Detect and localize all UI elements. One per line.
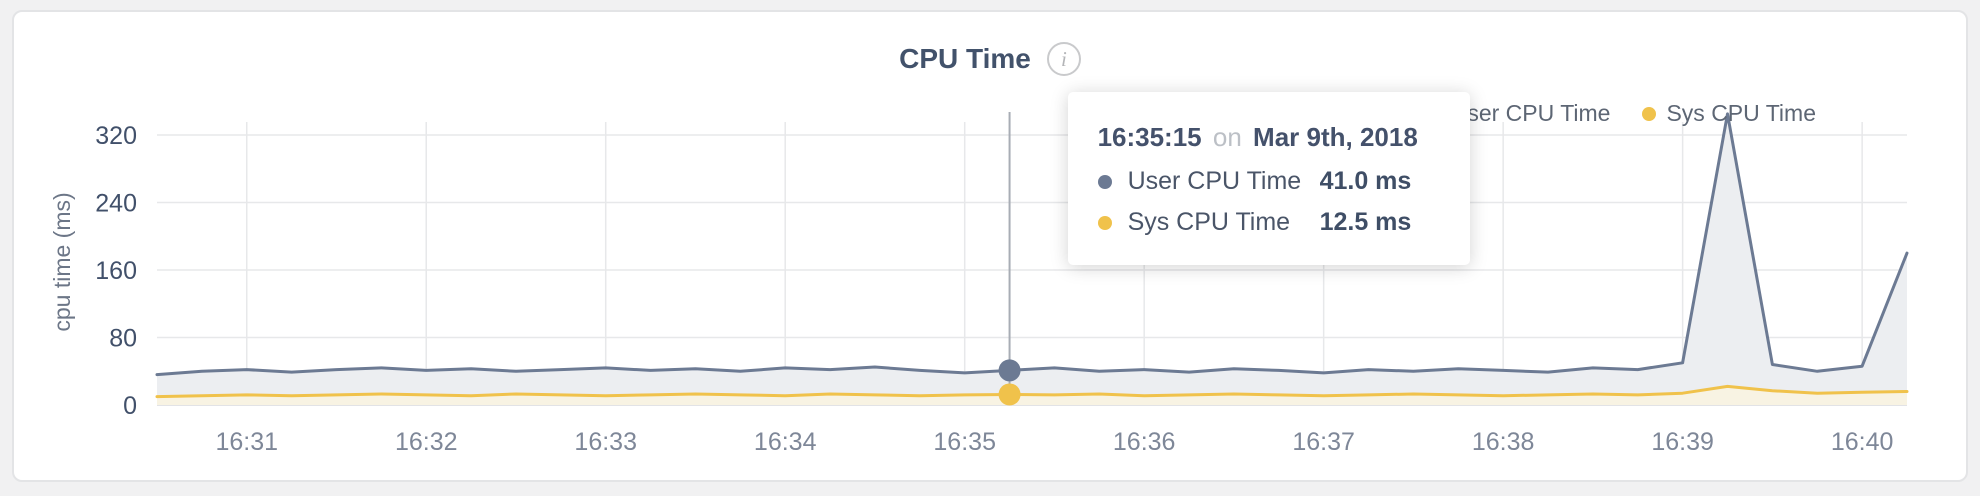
tooltip-dot-user-icon	[1097, 174, 1112, 189]
info-icon[interactable]: i	[1046, 42, 1081, 76]
chart-title: CPU Time	[899, 43, 1031, 74]
tooltip-row-sys: Sys CPU Time 12.5 ms	[1097, 208, 1438, 237]
svg-text:16:38: 16:38	[1472, 428, 1535, 456]
svg-text:16:36: 16:36	[1113, 428, 1176, 456]
tooltip-date: Mar 9th, 2018	[1253, 122, 1418, 152]
svg-text:16:39: 16:39	[1651, 428, 1714, 456]
legend-dot-sys-icon	[1642, 106, 1657, 121]
tooltip-header: 16:35:15 on Mar 9th, 2018	[1098, 122, 1438, 153]
svg-text:320: 320	[95, 122, 137, 150]
svg-text:16:34: 16:34	[754, 428, 817, 456]
legend: User CPU Time Sys CPU Time	[1426, 100, 1816, 127]
svg-text:16:33: 16:33	[574, 428, 637, 456]
legend-label-user: User CPU Time	[1450, 100, 1611, 126]
tooltip-label-sys: Sys CPU Time	[1127, 208, 1291, 236]
cpu-time-chart-card: CPU Time i User CPU Time Sys CPU Time 16…	[12, 10, 1968, 482]
legend-label-sys: Sys CPU Time	[1666, 100, 1816, 126]
tooltip-label-user: User CPU Time	[1127, 167, 1302, 195]
tooltip-row-user: User CPU Time 41.0 ms	[1097, 167, 1438, 196]
tooltip-value-user: 41.0 ms	[1319, 167, 1412, 195]
chart-tooltip: 16:35:15 on Mar 9th, 2018 User CPU Time …	[1067, 92, 1470, 265]
svg-text:160: 160	[95, 257, 137, 285]
svg-text:16:37: 16:37	[1292, 428, 1355, 456]
svg-text:16:31: 16:31	[215, 428, 278, 456]
svg-text:16:35: 16:35	[933, 428, 996, 456]
tooltip-value-sys: 12.5 ms	[1319, 208, 1412, 236]
chart-header: CPU Time i	[14, 42, 1966, 76]
legend-item-user-cpu-time[interactable]: User CPU Time	[1426, 100, 1611, 127]
svg-text:240: 240	[95, 190, 137, 218]
tooltip-connector: on	[1212, 122, 1242, 152]
svg-text:cpu time (ms): cpu time (ms)	[49, 192, 75, 331]
tooltip-dot-sys-icon	[1097, 215, 1112, 230]
svg-text:0: 0	[123, 392, 137, 420]
info-icon-glyph: i	[1060, 46, 1067, 71]
cpu-time-line-chart[interactable]: 16:31 16:32 16:33 16:34 16:35 16:36 16:37 16:38…	[14, 12, 1970, 472]
svg-text:16:32: 16:32	[395, 428, 458, 456]
tooltip-time: 16:35:15	[1097, 122, 1202, 152]
svg-text:80: 80	[109, 325, 137, 353]
legend-item-sys-cpu-time[interactable]: Sys CPU Time	[1642, 100, 1816, 127]
svg-text:16:40: 16:40	[1831, 428, 1894, 456]
